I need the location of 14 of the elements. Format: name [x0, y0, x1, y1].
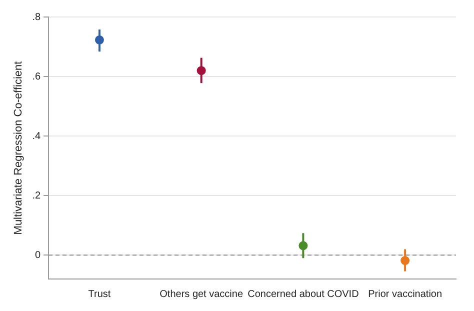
y-tick-label: .4: [32, 130, 41, 142]
y-tick-label: .8: [32, 12, 41, 23]
point: [298, 241, 308, 250]
point: [94, 35, 104, 44]
x-tick-label: Trust: [88, 288, 111, 300]
point: [196, 66, 206, 76]
y-tick-label: 0: [34, 250, 41, 261]
point: [400, 256, 410, 266]
x-tick-label: Prior vaccination: [368, 288, 442, 300]
x-tick-label: Concerned about COVID: [248, 288, 359, 300]
y-tick-label: .2: [32, 190, 41, 202]
y-axis-title: Multivariate Regression Co-efficient: [12, 61, 25, 235]
x-tick-label: Others get vaccine: [160, 288, 244, 300]
y-tick-label: .6: [32, 71, 41, 82]
